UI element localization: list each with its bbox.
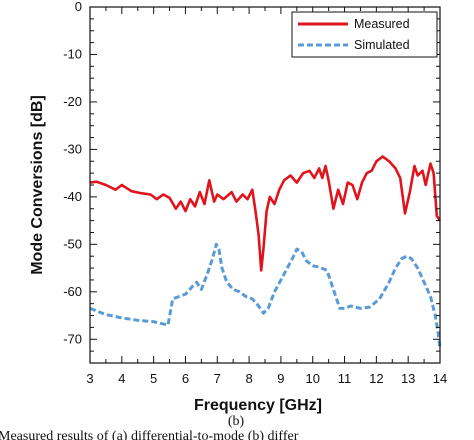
legend-label-simulated: Simulated [354, 38, 410, 52]
x-tick-label: 7 [214, 371, 221, 386]
y-tick-label: 0 [75, 0, 82, 14]
series-line-simulated [89, 242, 442, 349]
x-tick-label: 5 [150, 371, 157, 386]
y-tick-label: -20 [63, 94, 82, 109]
y-tick-label: -50 [63, 236, 82, 251]
x-tick-label: 8 [245, 371, 252, 386]
plot-area [89, 155, 442, 349]
figure-caption: Measured results of (a) differential-to-… [0, 429, 299, 440]
legend-box [291, 11, 438, 58]
legend: Measured Simulated [291, 11, 438, 58]
x-tick-label: 9 [277, 371, 284, 386]
x-tick-label: 11 [338, 371, 352, 386]
y-tick-label: -70 [63, 331, 82, 346]
axis-ticks [89, 6, 441, 364]
series-line-measured [89, 155, 442, 272]
plot-frame [89, 6, 441, 364]
x-tick-label: 12 [369, 371, 383, 386]
x-axis-title: Frequency [GHz] [194, 397, 322, 414]
y-axis-title: Mode Conversions [dB] [29, 95, 46, 275]
x-tick-label: 3 [86, 371, 93, 386]
x-tick-label: 4 [118, 371, 125, 386]
legend-label-measured: Measured [354, 17, 410, 31]
y-tick-label: -10 [63, 46, 82, 61]
y-tick-label: -40 [63, 189, 82, 204]
x-tick-label: 6 [182, 371, 189, 386]
axis-tick-labels: 3 4 5 6 7 8 9 10 11 12 13 14 0 -10 -20 -30 -40 -50 -60 -70 [63, 0, 447, 386]
y-tick-label: -60 [63, 284, 82, 299]
figure-sublabel: (b) [228, 414, 245, 429]
x-tick-label: 10 [305, 371, 319, 386]
y-tick-label: -30 [63, 141, 82, 156]
x-tick-label: 14 [433, 371, 447, 386]
x-tick-label: 13 [401, 371, 415, 386]
